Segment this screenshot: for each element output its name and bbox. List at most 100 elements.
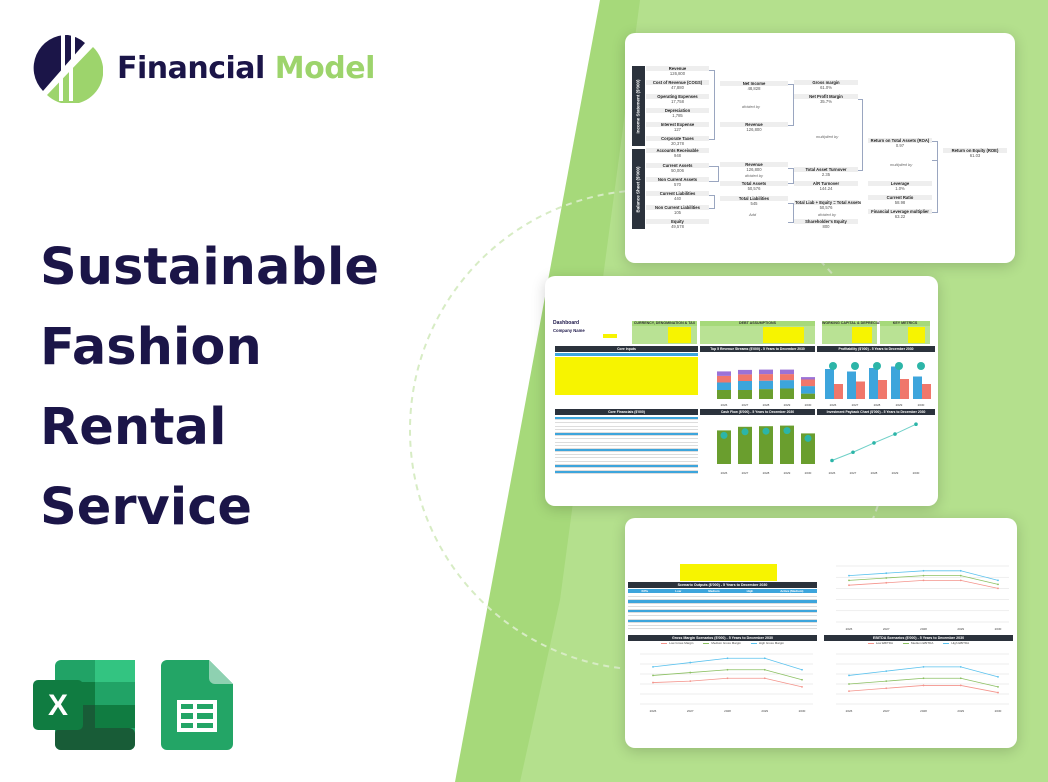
series-point <box>922 665 925 668</box>
payback-point <box>851 450 855 455</box>
input-cells[interactable] <box>907 327 925 343</box>
table-row <box>628 597 817 601</box>
metric-label: Leverage <box>868 181 932 186</box>
table-row <box>555 439 698 443</box>
stacked-bar-segment <box>801 393 815 399</box>
table-row <box>628 604 817 607</box>
scenario-inputs[interactable] <box>680 564 777 581</box>
section-header: Profitability ($'000) - 5 Years to Decem… <box>817 346 935 352</box>
x-tick-label: 2027 <box>850 471 857 475</box>
x-tick-label: 2026 <box>846 627 853 631</box>
series-point <box>848 574 850 577</box>
x-tick-label: 2027 <box>852 403 859 407</box>
x-tick-label: 2027 <box>742 471 749 475</box>
core-financials-table <box>555 417 698 475</box>
series-point <box>848 690 850 693</box>
stacked-bar-segment <box>717 375 731 383</box>
series-point <box>922 677 925 680</box>
table-row <box>555 446 698 449</box>
metric-value: 545 <box>750 201 758 206</box>
input-group-header: KEY METRICS <box>880 321 930 326</box>
x-tick-label: 2030 <box>805 471 812 475</box>
series-point <box>922 574 925 577</box>
excel-letter: X <box>48 689 68 722</box>
input-cells[interactable] <box>667 327 691 343</box>
table-row <box>555 462 698 465</box>
metric-value: 2.35 <box>821 172 831 177</box>
table-header-row <box>555 353 698 356</box>
ebitda-scenario-chart: 2026 2027 2028 2029 2030 <box>836 653 1009 713</box>
x-tick-label: 2027 <box>883 709 890 713</box>
stacked-bar-segment <box>759 369 773 375</box>
table-row <box>555 436 698 440</box>
operator-label: divided by <box>742 104 761 109</box>
metric-box: Net Income 48,828 <box>720 81 788 91</box>
series-point <box>997 583 999 586</box>
series-point <box>885 687 888 690</box>
operator-label: divided by <box>818 211 837 217</box>
scenario-selector[interactable] <box>603 334 617 338</box>
table-row <box>628 626 817 630</box>
metric-value: 47,880 <box>671 85 684 90</box>
metric-label: Equity <box>646 219 709 224</box>
series-point <box>763 668 766 671</box>
metric-label: Corporate Taxes <box>646 136 709 141</box>
table-row <box>628 619 817 623</box>
revenue-bar <box>847 371 856 399</box>
connector-line <box>788 84 794 126</box>
ebitda-bar <box>922 384 931 399</box>
stacked-bar-segment <box>801 377 815 380</box>
x-tick-label: 2030 <box>918 403 925 407</box>
metric-value: 17,758 <box>671 99 684 104</box>
x-tick-label: 2026 <box>846 709 853 713</box>
series-line <box>848 579 999 589</box>
metric-label: Total Liab + Equity = Total Assets <box>794 200 862 205</box>
profitability-chart: 2026 2027 2028 2029 2030 <box>825 362 931 407</box>
metric-label: Cost of Revenue (COGS) <box>646 80 709 85</box>
input-cells[interactable] <box>852 327 872 343</box>
operator-label: multiplied by <box>816 134 839 139</box>
table-header-row: KPIs Low Medium High Active (Medium) <box>628 589 817 593</box>
table-row <box>555 417 698 421</box>
core-inputs-table[interactable] <box>555 357 698 395</box>
metric-label: Shareholder's Equity <box>794 219 858 224</box>
x-tick-label: 2030 <box>805 403 812 407</box>
input-group-header: DEBT ASSUMPTIONS <box>700 321 815 326</box>
metric-label: Total Assets <box>720 181 788 186</box>
metric-box: Return on Total Assets (ROA) 0.97 <box>868 138 932 148</box>
x-tick-label: 2030 <box>799 709 806 713</box>
legend-item: Low EBITDA <box>867 641 893 646</box>
legend-item: High EBITDA <box>943 641 969 646</box>
table-row <box>555 432 698 437</box>
title-line: Rental <box>40 398 227 457</box>
metric-box: Accounts Receivable 948 <box>646 148 709 158</box>
metric-box: Total Liab + Equity = Total Assets 50,576 <box>794 200 862 210</box>
stacked-bar-segment <box>738 374 752 381</box>
series-point <box>885 577 888 579</box>
stacked-bar-segment <box>738 369 752 375</box>
stacked-bar-segment <box>801 379 815 387</box>
connector-line <box>709 70 715 140</box>
series-point <box>652 681 654 684</box>
stacked-bar-segment <box>780 388 794 399</box>
x-tick-label: 2029 <box>957 709 964 713</box>
ebitda-bar <box>878 380 887 399</box>
series-point <box>763 677 766 680</box>
metric-label: Total Liabilities <box>720 196 788 201</box>
x-tick-label: 2026 <box>721 471 728 475</box>
income-statement-label: Income Statement ($'000) <box>632 66 645 146</box>
series-point <box>997 579 999 582</box>
table-row <box>555 427 698 430</box>
series-point <box>801 685 803 688</box>
metric-label: Financial Leverage multiplier <box>868 209 932 214</box>
series-point <box>885 581 888 584</box>
x-tick-label: 2029 <box>784 471 791 475</box>
column-header: Active (Medium) <box>780 589 804 593</box>
input-cells[interactable] <box>763 327 804 343</box>
x-tick-label: 2027 <box>742 403 749 407</box>
metric-value: 1,785 <box>672 113 683 118</box>
metric-label: Return on Total Assets (ROA) <box>868 138 932 143</box>
metric-value: 144.24 <box>819 186 833 191</box>
logo-wordmark: Financial Model <box>117 50 375 86</box>
legend-swatch <box>750 642 757 644</box>
